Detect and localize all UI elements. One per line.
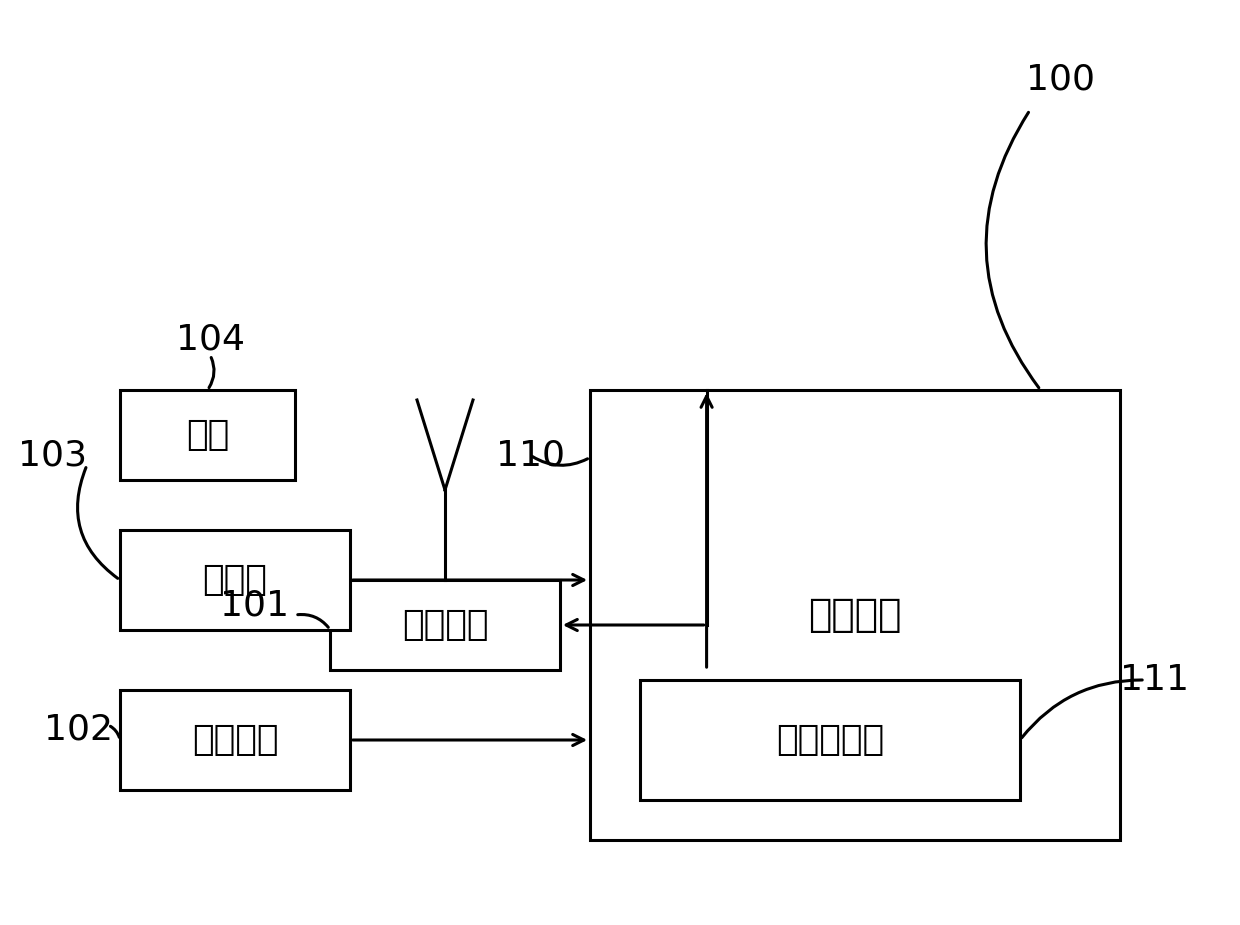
Text: 控制模块: 控制模块 [808, 596, 901, 634]
Text: 103: 103 [17, 438, 87, 472]
Bar [330, 580, 560, 670]
Text: 111: 111 [1121, 663, 1189, 697]
Text: 100: 100 [1025, 63, 1095, 97]
Text: 微控制单元: 微控制单元 [776, 723, 884, 757]
Text: 存储器: 存储器 [202, 563, 268, 597]
Text: 110: 110 [496, 438, 564, 472]
Bar [590, 390, 1120, 840]
Bar [120, 690, 350, 790]
Bar [120, 390, 295, 480]
Text: 接口单元: 接口单元 [192, 723, 278, 757]
Text: 102: 102 [43, 713, 113, 747]
Text: 通讯模块: 通讯模块 [402, 608, 489, 642]
Text: 101: 101 [221, 588, 289, 622]
Bar [120, 530, 350, 630]
Bar [640, 680, 1021, 800]
Text: 104: 104 [176, 323, 244, 357]
Text: 电源: 电源 [186, 418, 229, 452]
